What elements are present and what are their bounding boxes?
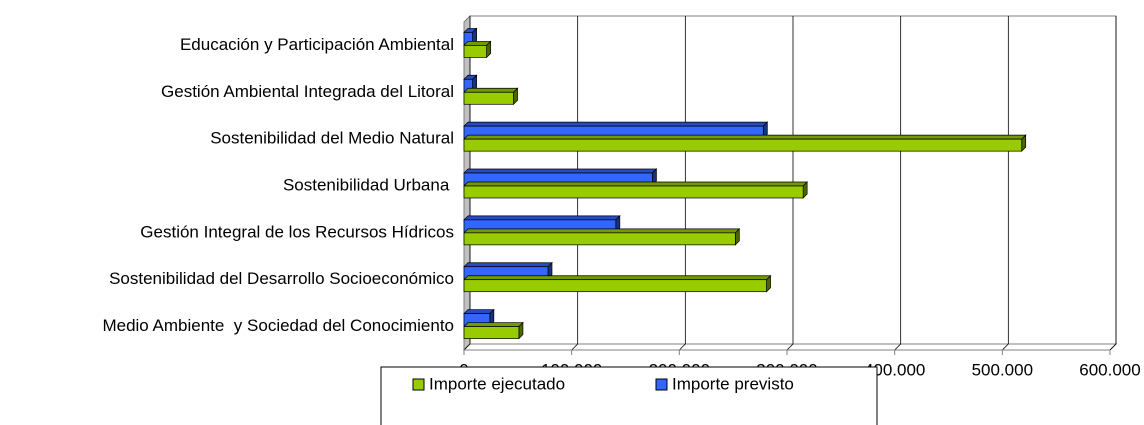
bar — [463, 91, 514, 105]
bar — [463, 279, 767, 293]
legend-label: Importe previsto — [672, 374, 794, 393]
bar-group — [463, 274, 772, 293]
bar-group — [463, 134, 1027, 152]
y-tick-label: Sostenibilidad Urbana — [283, 175, 454, 194]
bar-top — [463, 181, 808, 187]
bar-top — [463, 168, 658, 174]
y-tick-label: Medio Ambiente y Sociedad del Conocimien… — [102, 316, 454, 335]
bar-group — [463, 321, 524, 340]
bar-group — [463, 181, 808, 199]
grid-line — [894, 16, 902, 351]
bar-top — [463, 322, 524, 327]
bar-top — [463, 275, 772, 281]
bar-group — [463, 40, 492, 59]
bar-top — [463, 215, 621, 221]
legend-box — [380, 366, 878, 425]
bar-group — [463, 87, 519, 106]
bar-top — [463, 87, 519, 93]
y-tick-label: Sostenibilidad del Desarrollo Socioeconó… — [109, 269, 454, 288]
bar — [463, 45, 487, 58]
x-tick-label: 400.000 — [864, 360, 925, 379]
y-tick-label: Sostenibilidad del Medio Natural — [210, 129, 454, 148]
y-tick-label: Gestión Ambiental Integrada del Litoral — [161, 82, 454, 101]
x-tick-label: 500.000 — [972, 360, 1033, 379]
bar-group — [463, 74, 478, 93]
bar — [463, 326, 520, 339]
grid-line — [1109, 16, 1117, 351]
legend-swatch — [655, 378, 668, 391]
x-tick-label: 600.000 — [1079, 360, 1140, 379]
bar-top — [463, 262, 553, 268]
grid-line — [1002, 16, 1009, 351]
bar-top — [463, 41, 492, 46]
bar — [463, 185, 804, 199]
bar — [463, 138, 1023, 152]
bar-top — [463, 309, 495, 314]
legend-label: Importe ejecutado — [429, 374, 565, 393]
legend-swatch — [412, 378, 425, 391]
y-tick-label: Gestión Integral de los Recursos Hídrico… — [140, 222, 454, 241]
bar — [463, 232, 736, 246]
bar-group — [463, 228, 741, 246]
bar-top — [463, 134, 1027, 140]
y-tick-label: Educación y Participación Ambiental — [180, 35, 454, 54]
bar-top — [463, 121, 769, 127]
grid-line — [786, 16, 794, 351]
bar-top — [463, 228, 741, 234]
